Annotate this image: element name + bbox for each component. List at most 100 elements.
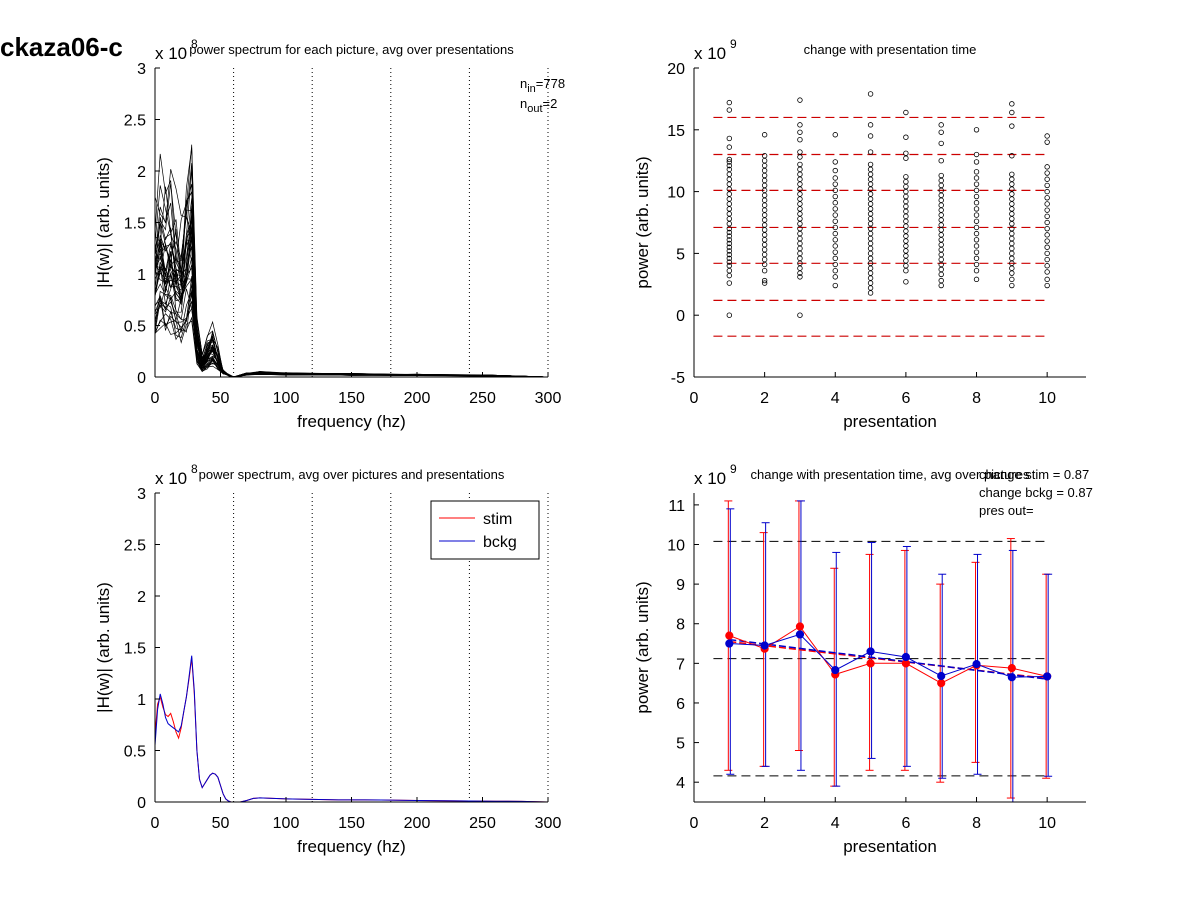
y-axis-label: |H(w)| (arb. units) [94, 157, 113, 288]
avg-spectrum-plot: 0 50 100 150 200 250 300 0 0.5 1 1.5 2 2.5 3 frequency… [94, 462, 561, 856]
count-annotation-sub: in [527, 83, 536, 95]
x-tick-label: 100 [273, 815, 300, 832]
scatter-point [726, 272, 733, 279]
scatter-point [1009, 153, 1015, 159]
stim-mean-point [1007, 664, 1016, 673]
y-tick-label: 20 [667, 61, 685, 78]
scatter-point [867, 122, 874, 128]
scatter-point [832, 159, 838, 165]
stats-annotation: change stim = 0.87 [979, 467, 1089, 482]
scatter-point [1044, 195, 1050, 201]
x-tick-label: 200 [404, 390, 431, 407]
power-vs-presentation-scatter-plot: 0 2 4 6 8 10 -5 0 5 10 15 20 presentation power (arb.… [633, 37, 1086, 431]
scatter-point [726, 107, 733, 113]
scatter-point [1044, 176, 1050, 182]
x-tick-label: 250 [469, 390, 496, 407]
axis-exponent-label: x 10 [155, 44, 187, 63]
scatter-point [973, 175, 980, 181]
scatter-point [832, 243, 838, 249]
scatter-point [726, 251, 733, 258]
axis-exponent-label: x 10 [694, 44, 726, 63]
scatter-point [903, 109, 909, 116]
scatter-point [832, 268, 838, 274]
scatter-point [726, 99, 733, 106]
y-tick-label: 2.5 [124, 113, 146, 130]
axis-exponent-power: 9 [730, 462, 737, 476]
scatter-point [867, 149, 874, 155]
y-tick-label: 3 [137, 486, 146, 503]
scatter-point [1044, 250, 1050, 257]
y-tick-label: 1 [137, 267, 146, 284]
scatter-point [797, 136, 803, 143]
scatter-point [973, 243, 980, 249]
scatter-point [973, 181, 980, 187]
x-tick-label: 4 [831, 815, 840, 832]
scatter-point [1044, 232, 1050, 238]
x-tick-label: 250 [469, 815, 496, 832]
scatter-point [726, 233, 733, 239]
bckg-mean-line [729, 633, 1048, 678]
y-axis-label: |H(w)| (arb. units) [94, 582, 113, 713]
scatter-point [726, 144, 733, 150]
x-tick-label: 50 [212, 390, 230, 407]
scatter-point [973, 206, 980, 212]
count-annotation-value: =2 [543, 96, 558, 111]
scatter-point [832, 230, 838, 237]
trend-line [729, 638, 1048, 680]
scatter-point [938, 140, 944, 147]
x-axis-label: frequency (hz) [297, 837, 406, 856]
bckg-mean-point [1043, 672, 1052, 681]
legend-label-stim: stim [483, 511, 512, 528]
scatter-point [797, 312, 803, 318]
spectrum-per-picture-plot: 0 50 100 150 200 250 300 0 0.5 1 1.5 2 2.5 3 frequency… [94, 37, 565, 431]
scatter-point [832, 175, 838, 181]
legend-box [430, 500, 540, 560]
scatter-point [973, 218, 980, 224]
stats-annotation: pres out= [979, 503, 1034, 518]
y-tick-label: 2 [137, 589, 146, 606]
scatter-point [726, 240, 733, 247]
y-tick-label: 0.5 [124, 319, 146, 336]
scatter-point [761, 268, 768, 274]
y-tick-label: 2 [137, 164, 146, 181]
count-annotation-value: =778 [536, 76, 565, 91]
scatter-point [973, 237, 980, 243]
y-tick-label: 5 [676, 246, 685, 263]
scatter-point [867, 290, 874, 296]
x-tick-label: 150 [338, 815, 365, 832]
plot-title: power spectrum for each picture, avg ove… [189, 42, 514, 57]
y-tick-label: 7 [676, 656, 685, 673]
spectrum-curve [154, 216, 549, 378]
scatter-point [1009, 101, 1015, 107]
x-tick-label: 50 [212, 815, 230, 832]
scatter-point [726, 225, 733, 232]
x-tick-label: 150 [338, 390, 365, 407]
scatter-point [761, 132, 768, 138]
scatter-point [832, 206, 838, 212]
x-tick-label: 0 [151, 815, 160, 832]
scatter-point [832, 249, 838, 255]
scatter-point [1044, 213, 1050, 220]
scatter-point [726, 280, 733, 286]
count-annotation: nout=2 [520, 96, 557, 115]
scatter-point [726, 229, 733, 236]
scatter-point [1044, 188, 1050, 195]
scatter-point [903, 155, 909, 161]
y-axis-label: power (arb. units) [633, 581, 652, 713]
scatter-point [761, 280, 768, 286]
bckg-mean-point [831, 665, 840, 675]
y-tick-label: 9 [676, 577, 685, 594]
y-tick-label: 10 [667, 185, 685, 202]
legend: stim bckg [430, 500, 540, 560]
x-tick-label: 6 [901, 815, 910, 832]
scatter-point [726, 255, 733, 262]
scatter-point [797, 97, 803, 103]
scatter-point [832, 274, 838, 280]
x-tick-label: 100 [273, 390, 300, 407]
x-tick-label: 0 [690, 390, 699, 407]
scatter-point [973, 224, 980, 231]
scatter-point [1044, 269, 1050, 275]
bckg-mean-point [760, 641, 769, 650]
scatter-point [903, 268, 909, 274]
x-axis-label: frequency (hz) [297, 412, 406, 431]
